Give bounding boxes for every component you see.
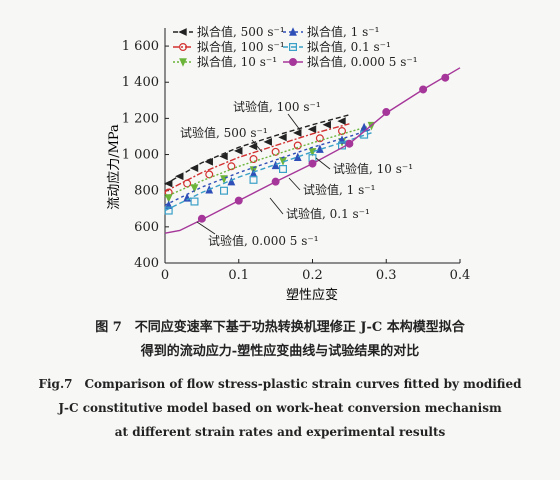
x-axis-label: 塑性应变 [286,287,338,303]
fit-curve [164,132,372,212]
caption-cn-line2: 得到的流动应力-塑性应变曲线与试验结果的对比 [140,344,420,359]
fit-curve [164,123,350,193]
experimental-point [307,125,317,134]
experimental-point [249,175,258,184]
x-tick-label: 0.4 [450,268,471,283]
legend-marker [179,58,187,67]
y-tick-label: 1 600 [122,39,159,54]
legend-marker [179,42,188,51]
legend-marker [289,27,297,36]
y-tick-label: 1 200 [122,111,159,126]
annotation-pointer [269,197,284,215]
experimental-point [315,134,324,143]
experimental-point [293,128,302,137]
annotation-pointer [315,157,331,170]
experimental-point [271,177,280,186]
caption-en-line1: Fig.7 Comparison of flow stress-plastic … [38,377,522,391]
experimental-point [263,138,272,146]
experimental-point [175,172,184,181]
caption-en-line3: at different strain rates and experiment… [114,425,446,439]
experimental-point [183,179,192,188]
y-tick-label: 1 400 [122,75,159,90]
y-axis-label: 流动应力/MPa [106,124,122,210]
experimental-point [338,127,347,136]
y-tick-label: 1 000 [122,148,159,163]
experimental-point [234,147,243,155]
experimental-point [220,186,229,195]
annotation-label: 试验值, 1 s⁻¹ [303,182,375,197]
legend-marker [178,28,187,36]
legend-label: 拟合值, 1 s⁻¹ [307,24,379,39]
experimental-point [419,85,428,94]
experimental-point [164,206,173,215]
experimental-point [190,197,199,206]
series-group [163,114,350,188]
series-group [164,67,461,234]
annotation-label: 试验值, 0.000 5 s⁻¹ [208,233,319,248]
annotation-label: 试验值, 100 s⁻¹ [233,99,321,114]
x-tick-label: 0.2 [302,268,323,283]
y-tick-label: 600 [134,220,159,235]
experimental-point [205,170,214,179]
experimental-point [249,155,258,164]
experimental-point [337,117,346,125]
y-tick-label: 800 [134,184,159,199]
annotation-layer: 试验值, 100 s⁻¹ 试验值, 500 s⁻¹ 试验值, 10 s⁻¹ 试验值, … [180,99,413,248]
legend-label: 拟合值, 100 s⁻¹ [197,39,285,54]
caption-en-line2: J-C constitutive model based on work-hea… [58,401,502,415]
experimental-point [164,194,173,203]
caption-cn-line1: 图 7 不同应变速率下基于功热转换机理修正 J-C 本构模型拟合 [95,320,465,335]
experimental-point [227,162,236,171]
experimental-point [382,108,391,117]
experimental-point [219,152,228,161]
annotation-label: 试验值, 0.1 s⁻¹ [286,206,370,221]
experimental-point [234,196,243,205]
annotation-label: 试验值, 500 s⁻¹ [180,125,268,140]
experimental-point [271,147,280,156]
annotation-pointer [288,177,301,191]
experimental-point [322,120,331,129]
experimental-point [441,73,450,82]
series-layer [163,67,461,234]
experimental-point [271,160,280,170]
annotation-pointer [196,221,216,235]
experimental-point [204,157,213,166]
annotation-pointer [251,139,263,153]
experimental-point [308,159,317,168]
legend-marker [289,57,298,66]
experimental-point [279,165,288,174]
legend-label: 拟合值, 0.1 s⁻¹ [307,39,391,54]
experimental-point [293,152,302,161]
experimental-point [190,184,199,193]
legend-label: 拟合值, 10 s⁻¹ [197,54,277,69]
y-tick-label: 400 [134,256,159,271]
experimental-point [227,176,236,186]
x-tick-label: 0.1 [228,268,249,283]
experimental-point [189,164,199,172]
annotation-pointer [287,113,301,131]
experimental-point [197,214,206,223]
experimental-point [163,179,173,188]
annotation-label: 试验值, 10 s⁻¹ [333,161,413,176]
experimental-point [293,141,302,150]
legend-label: 拟合值, 0.000 5 s⁻¹ [307,54,418,69]
legend-marker [289,42,298,51]
legend-label: 拟合值, 500 s⁻¹ [197,24,285,39]
experimental-point [278,133,287,142]
experimental-point [345,139,354,148]
fit-curve [164,67,461,234]
experimental-point [308,148,317,157]
axes: 塑性应变 流动应力/MPa [106,28,460,303]
x-tick-label: 0.3 [376,268,397,283]
x-tick-label: 0 [161,268,169,283]
fit-curve [164,124,372,198]
